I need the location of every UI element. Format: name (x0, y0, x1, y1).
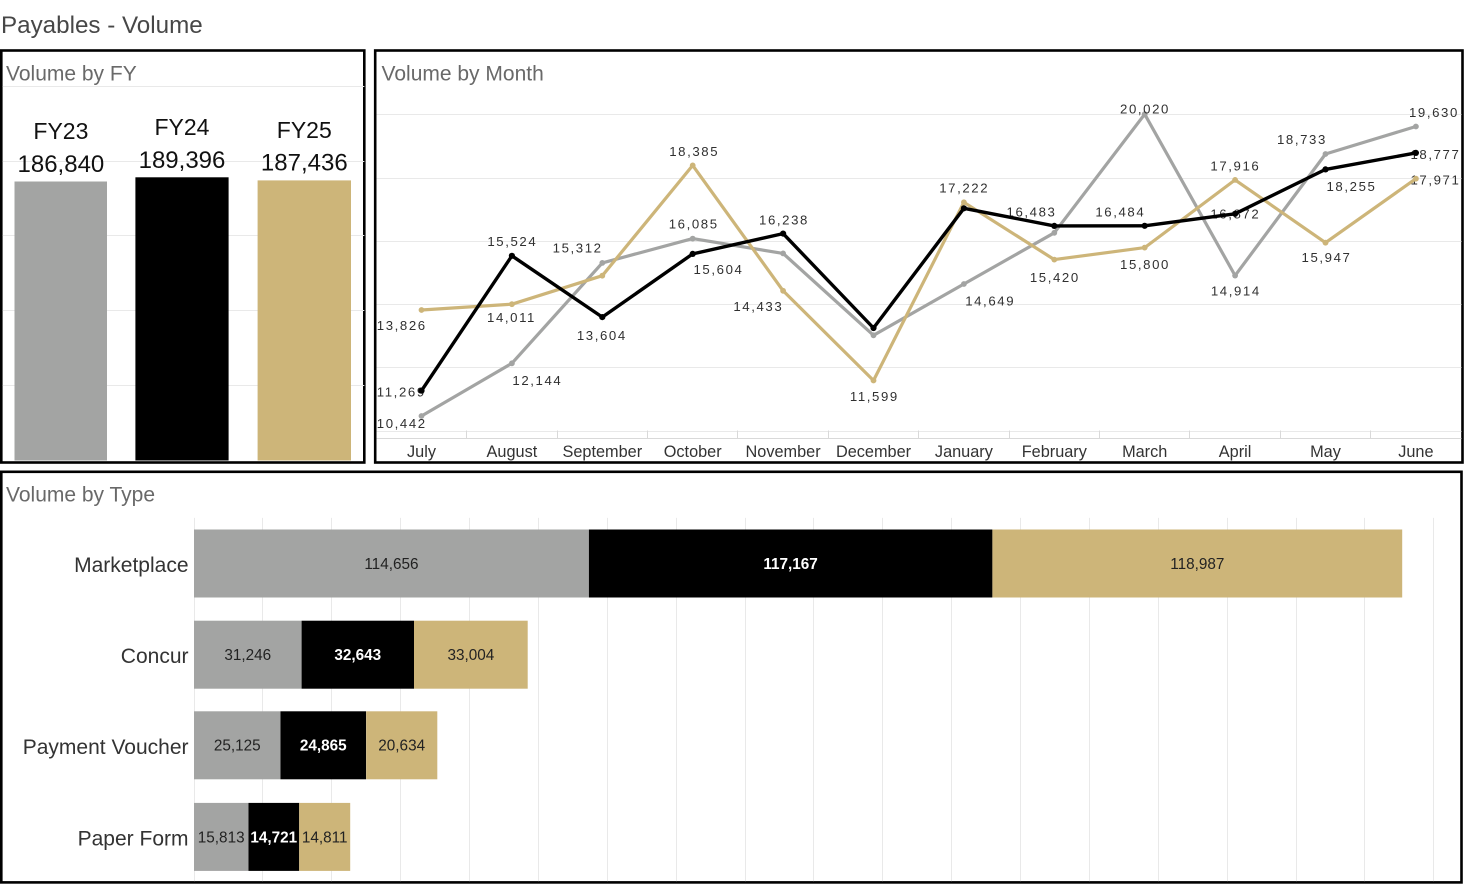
svg-text:14,011: 14,011 (487, 310, 536, 325)
svg-text:15,800: 15,800 (1120, 257, 1170, 272)
svg-text:11,599: 11,599 (850, 389, 899, 404)
svg-text:14,914: 14,914 (1211, 283, 1261, 298)
svg-text:18,777: 18,777 (1410, 147, 1460, 162)
svg-text:17,222: 17,222 (939, 181, 989, 196)
svg-text:20,020: 20,020 (1120, 102, 1170, 117)
svg-text:10,442: 10,442 (377, 416, 427, 431)
svg-text:Volume by Type: Volume by Type (6, 483, 155, 506)
svg-text:14,811: 14,811 (302, 829, 348, 846)
svg-text:FY25: FY25 (277, 117, 332, 143)
svg-text:November: November (746, 443, 822, 461)
svg-text:14,433: 14,433 (733, 299, 783, 314)
svg-text:FY24: FY24 (155, 114, 210, 140)
svg-text:18,733: 18,733 (1277, 132, 1327, 147)
svg-text:32,643: 32,643 (334, 647, 381, 664)
svg-text:Volume by Month: Volume by Month (382, 62, 544, 85)
svg-text:15,947: 15,947 (1302, 250, 1352, 265)
svg-text:15,604: 15,604 (694, 262, 744, 277)
svg-text:Volume by FY: Volume by FY (6, 62, 137, 85)
svg-text:12,144: 12,144 (512, 373, 562, 388)
svg-text:FY23: FY23 (33, 118, 88, 144)
svg-text:189,396: 189,396 (139, 147, 226, 174)
svg-text:18,385: 18,385 (669, 144, 719, 159)
svg-text:117,167: 117,167 (763, 556, 817, 573)
svg-text:16,085: 16,085 (669, 217, 719, 232)
svg-text:13,604: 13,604 (577, 328, 627, 343)
svg-text:September: September (562, 443, 642, 461)
svg-text:17,916: 17,916 (1210, 159, 1260, 174)
svg-text:14,721: 14,721 (250, 829, 297, 846)
svg-text:October: October (664, 443, 722, 461)
svg-text:Marketplace: Marketplace (74, 554, 188, 577)
svg-text:16,484: 16,484 (1095, 205, 1145, 220)
svg-text:18,255: 18,255 (1327, 179, 1377, 194)
svg-text:13,826: 13,826 (377, 318, 427, 333)
svg-text:August: August (487, 443, 538, 461)
svg-text:17,971: 17,971 (1410, 173, 1460, 188)
svg-text:15,312: 15,312 (553, 241, 603, 256)
svg-text:15,813: 15,813 (198, 829, 245, 846)
svg-text:16,238: 16,238 (759, 213, 809, 228)
svg-text:20,634: 20,634 (378, 738, 425, 755)
svg-text:June: June (1398, 443, 1433, 461)
svg-text:31,246: 31,246 (224, 647, 271, 664)
svg-text:July: July (407, 443, 437, 461)
svg-text:187,436: 187,436 (261, 150, 348, 177)
svg-text:March: March (1122, 443, 1167, 461)
svg-text:11,269: 11,269 (377, 385, 426, 400)
svg-text:114,656: 114,656 (364, 556, 418, 573)
svg-text:24,865: 24,865 (300, 738, 347, 755)
svg-text:May: May (1310, 443, 1342, 461)
svg-text:33,004: 33,004 (448, 647, 495, 664)
svg-text:December: December (836, 443, 912, 461)
svg-text:19,630: 19,630 (1409, 105, 1459, 120)
svg-text:15,524: 15,524 (487, 234, 537, 249)
svg-text:February: February (1022, 443, 1088, 461)
svg-text:25,125: 25,125 (214, 738, 261, 755)
svg-text:April: April (1219, 443, 1252, 461)
svg-text:Concur: Concur (121, 645, 189, 668)
svg-text:Paper Form: Paper Form (78, 827, 189, 850)
svg-text:118,987: 118,987 (1170, 556, 1224, 573)
svg-text:Payment Voucher: Payment Voucher (23, 736, 189, 759)
svg-text:186,840: 186,840 (18, 151, 105, 178)
svg-text:Payables - Volume: Payables - Volume (1, 12, 203, 39)
svg-text:15,420: 15,420 (1030, 270, 1080, 285)
svg-text:16,483: 16,483 (1007, 205, 1057, 220)
svg-text:14,649: 14,649 (965, 293, 1015, 308)
svg-text:January: January (935, 443, 994, 461)
